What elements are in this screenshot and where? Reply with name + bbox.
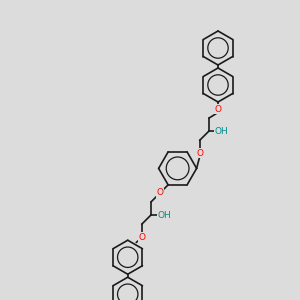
Text: OH: OH [157,211,171,220]
Text: O: O [214,104,221,113]
Text: O: O [196,149,203,158]
Text: OH: OH [215,127,229,136]
Text: O: O [138,233,145,242]
Text: O: O [157,188,164,197]
